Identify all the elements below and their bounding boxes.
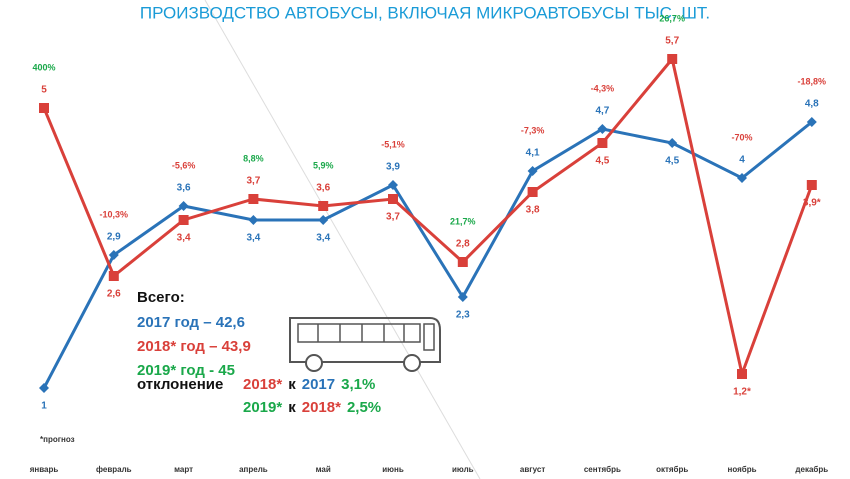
x-tick-label: февраль	[96, 465, 132, 474]
x-tick-label: декабрь	[795, 465, 828, 474]
point	[318, 201, 329, 211]
summary-heading: Всего:	[137, 289, 185, 306]
deviation-part: 3,1%	[341, 376, 375, 393]
change-label: 400%	[32, 62, 55, 72]
point	[806, 180, 817, 190]
footnote: *прогноз	[40, 435, 75, 444]
point	[457, 257, 468, 267]
point	[39, 103, 49, 113]
x-tick-label: июнь	[382, 465, 404, 474]
summary-total: 2018* год – 43,9	[137, 338, 251, 355]
decor-line	[204, 0, 481, 479]
point	[388, 180, 398, 190]
deviation-part: 2017	[302, 376, 335, 393]
summary-total: 2019* год - 45	[137, 362, 235, 379]
point	[388, 194, 398, 204]
deviation-part: 2,5%	[347, 399, 381, 416]
change-label: -70%	[731, 132, 752, 142]
point	[806, 117, 817, 127]
change-label: 5,9%	[313, 160, 334, 170]
deviation-row: 2018* к 2017 3,1%	[243, 376, 375, 393]
data-label: 4,8	[805, 99, 819, 110]
deviation-label: отклонение	[137, 376, 223, 393]
deviation-part: 2018*	[302, 399, 341, 416]
point	[39, 383, 49, 393]
data-label: 2,3	[456, 310, 470, 321]
data-label: 2,9	[107, 232, 121, 243]
x-tick-label: июль	[452, 465, 474, 474]
point	[248, 215, 259, 225]
x-tick-label: ноябрь	[727, 465, 756, 474]
change-label: -7,3%	[521, 125, 545, 135]
data-label: 5,7	[665, 36, 679, 47]
x-tick-label: март	[174, 465, 193, 474]
chart-title: ПРОИЗВОДСТВО АВТОБУСЫ, ВКЛЮЧАЯ МИКРОАВТО…	[140, 3, 710, 22]
deviation-part: к	[288, 376, 296, 393]
data-label: 3,8	[526, 205, 540, 216]
point	[527, 187, 538, 197]
change-label: -4,3%	[591, 83, 615, 93]
data-label: 3,6	[177, 183, 191, 194]
data-label: 3,9*	[803, 198, 821, 209]
point	[597, 124, 608, 134]
x-tick-label: май	[316, 465, 331, 474]
point	[667, 54, 678, 64]
change-label: -5,1%	[381, 139, 405, 149]
point	[737, 173, 747, 183]
data-label: 4,1	[526, 148, 540, 159]
x-tick-label: сентябрь	[584, 465, 621, 474]
point	[178, 215, 189, 225]
data-label: 3,7	[386, 212, 400, 223]
point	[108, 250, 119, 260]
change-label: -18,8%	[798, 76, 827, 86]
deviation-part: к	[288, 399, 296, 416]
point	[667, 138, 678, 148]
point	[527, 166, 538, 176]
data-label: 2,8	[456, 239, 470, 250]
summary-total: 2017 год – 42,6	[137, 314, 245, 331]
point	[457, 292, 468, 302]
data-label: 3,4	[316, 233, 330, 244]
point	[248, 194, 259, 204]
data-label: 1	[41, 401, 47, 412]
data-label: 3,9	[386, 162, 400, 173]
change-label: 26,7%	[659, 13, 685, 23]
data-label: 3,7	[246, 176, 260, 187]
data-label: 3,4	[177, 233, 191, 244]
data-label: 3,6	[316, 183, 330, 194]
point	[318, 215, 329, 225]
data-label: 1,2*	[733, 387, 751, 398]
point	[597, 138, 608, 148]
point	[108, 271, 119, 281]
data-label: 4,5	[665, 156, 679, 167]
x-tick-label: август	[520, 465, 545, 474]
series-line	[42, 55, 814, 380]
data-label: 3,4	[246, 233, 260, 244]
series-line	[42, 120, 813, 389]
data-label: 2,6	[107, 289, 121, 300]
data-label: 4,7	[595, 106, 609, 117]
change-label: -10,3%	[100, 209, 129, 219]
data-label: 5	[41, 85, 47, 96]
change-label: 8,8%	[243, 153, 264, 163]
change-label: 21,7%	[450, 216, 476, 226]
deviation-row: 2019* к 2018* 2,5%	[243, 399, 381, 416]
change-label: -5,6%	[172, 160, 196, 170]
deviation-part: 2018*	[243, 376, 282, 393]
point	[178, 201, 189, 211]
x-tick-label: апрель	[239, 465, 268, 474]
point	[737, 369, 747, 379]
data-label: 4,5	[595, 156, 609, 167]
x-tick-label: октябрь	[656, 465, 688, 474]
bus-icon	[289, 317, 441, 372]
data-label: 4	[739, 155, 745, 166]
deviation-part: 2019*	[243, 399, 282, 416]
x-tick-label: январь	[30, 465, 59, 474]
